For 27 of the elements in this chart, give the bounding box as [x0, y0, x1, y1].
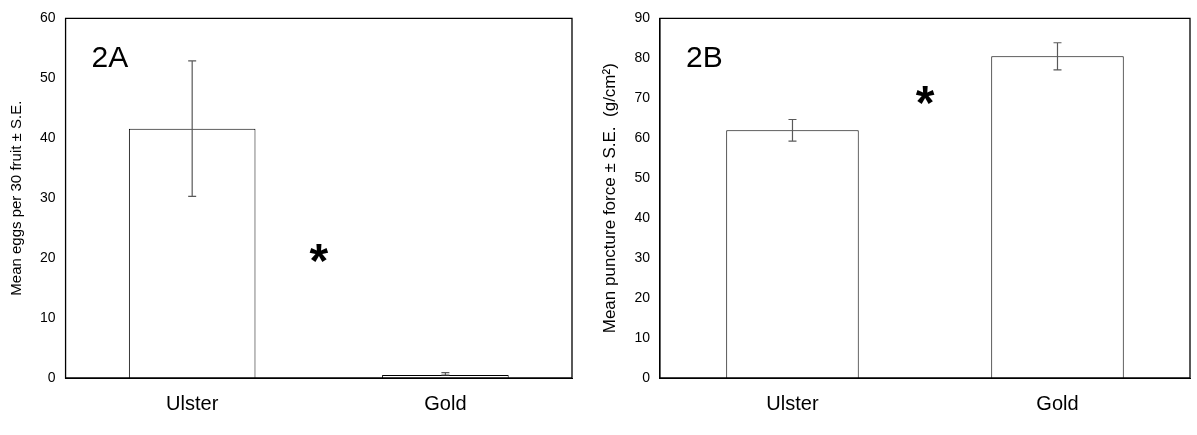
annotation: 2A — [91, 39, 129, 73]
y-tick-label: 50 — [634, 169, 651, 186]
x-tick-label: Gold — [1036, 391, 1079, 414]
y-axis-title: Mean eggs per 30 fruit ± S.E. — [7, 100, 25, 296]
annotation: 2B — [685, 39, 723, 73]
x-tick-label: Ulster — [766, 391, 819, 414]
y-tick-label: 80 — [634, 49, 651, 66]
annotation: * — [309, 234, 329, 288]
y-tick-label: 0 — [642, 368, 651, 385]
y-tick-label: 50 — [39, 69, 56, 86]
y-axis-title: Mean puncture force ± S.E. (g/cm²) — [599, 63, 619, 334]
y-tick-label: 20 — [634, 288, 651, 305]
x-tick-label: Ulster — [166, 391, 219, 414]
y-tick-label: 60 — [634, 129, 651, 146]
y-tick-label: 0 — [47, 368, 56, 385]
y-tick-label: 20 — [39, 248, 56, 265]
y-tick-label: 70 — [634, 89, 651, 106]
y-tick-label: 60 — [39, 9, 56, 26]
y-tick-label: 40 — [634, 209, 651, 226]
x-tick-label: Gold — [424, 391, 467, 414]
y-tick-label: 90 — [634, 9, 651, 26]
y-tick-label: 30 — [39, 189, 56, 206]
y-tick-label: 10 — [39, 308, 56, 325]
y-tick-label: 30 — [634, 248, 651, 265]
y-tick-label: 10 — [634, 328, 651, 345]
y-tick-label: 40 — [39, 129, 56, 146]
annotation: * — [915, 75, 935, 129]
